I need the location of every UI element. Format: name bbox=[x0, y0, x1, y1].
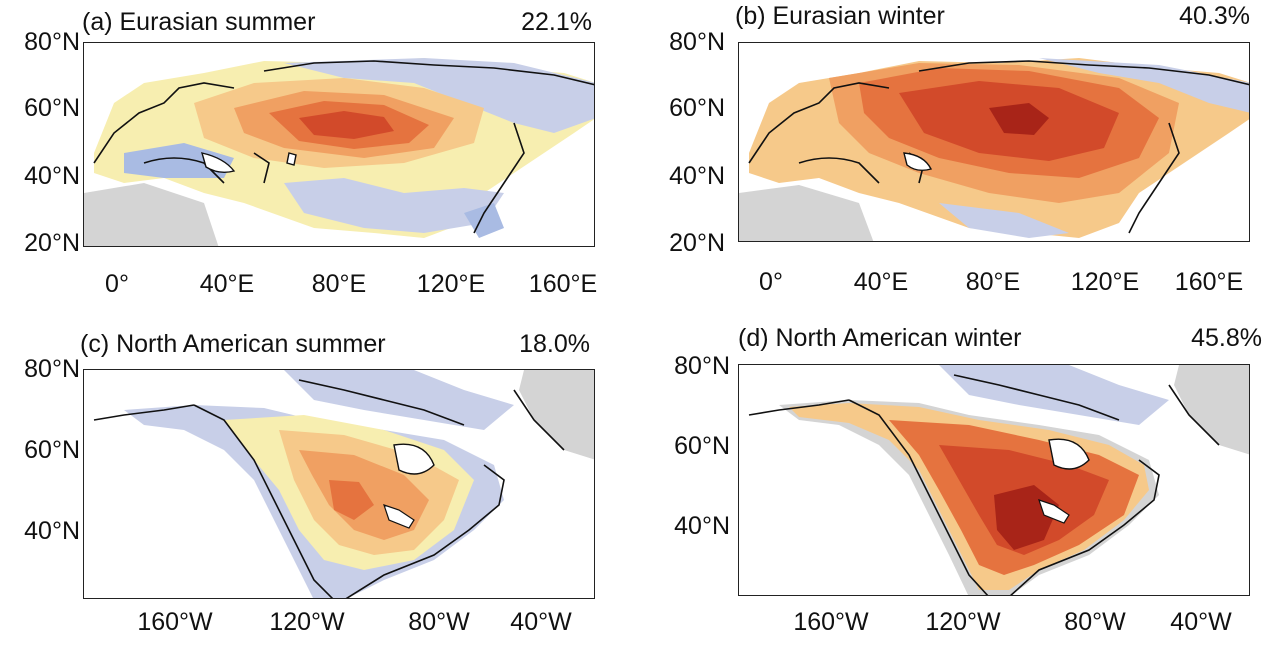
panel-b-ylabel-60n: 60°N bbox=[669, 94, 725, 122]
panel-d-coastlines bbox=[748, 374, 1220, 595]
panel-c-ylabel-60n: 60°N bbox=[24, 436, 80, 464]
panel-d-xlabel-80w: 80°W bbox=[1064, 608, 1126, 636]
panel-a-map bbox=[83, 42, 595, 247]
panel-d-ylabel-40n: 40°N bbox=[674, 512, 730, 540]
panel-c-hudson-bay bbox=[393, 443, 435, 475]
panel-d-hudson-bay bbox=[1048, 438, 1090, 470]
panel-a-ylabel-40n: 40°N bbox=[24, 162, 80, 190]
panel-c-map-svg bbox=[93, 370, 594, 598]
panel-b-ylabel-40n: 40°N bbox=[669, 162, 725, 190]
panel-a-xlabel-120e: 120°E bbox=[416, 270, 486, 298]
panel-a-xlabel-80e: 80°E bbox=[311, 270, 367, 298]
panel-a-xlabel-0: 0° bbox=[105, 270, 129, 298]
panel-c-pos3 bbox=[329, 480, 374, 520]
panel-a-seas bbox=[201, 152, 297, 174]
panel-b-ylabel-80n: 80°N bbox=[669, 28, 725, 56]
panel-a-neg-south bbox=[284, 178, 504, 233]
panel-a-coastlines bbox=[93, 60, 594, 234]
panel-c-coastlines bbox=[93, 379, 565, 598]
panel-a-neg-north bbox=[284, 58, 594, 133]
panel-a-pos4 bbox=[299, 111, 394, 139]
panel-a-neg-se bbox=[464, 203, 504, 238]
panel-c-title: (c) North American summer bbox=[80, 330, 386, 358]
panel-b-xlabel-80e: 80°E bbox=[965, 268, 1021, 296]
panel-a-neg-europe bbox=[124, 143, 234, 178]
panel-b-pos5 bbox=[989, 103, 1049, 135]
panel-c-map bbox=[83, 369, 595, 599]
panel-c-xlabel-40w: 40°W bbox=[510, 608, 572, 636]
panel-d-gray-greenland bbox=[1174, 365, 1249, 455]
panel-d-ylabel-80n: 80°N bbox=[674, 352, 730, 380]
panel-d-xlabel-160w: 160°W bbox=[793, 608, 869, 636]
panel-d-great-lakes bbox=[1038, 499, 1070, 524]
panel-b-xlabel-120e: 120°E bbox=[1070, 268, 1140, 296]
panel-c-arctic-neg bbox=[284, 370, 514, 430]
panel-d-map-svg bbox=[748, 365, 1249, 595]
panel-a-map-svg bbox=[84, 58, 594, 246]
panel-a-title: (a) Eurasian summer bbox=[82, 8, 316, 36]
panel-b-seas bbox=[903, 152, 933, 172]
panel-c-gray-greenland bbox=[519, 370, 594, 460]
panel-c-ylabel-40n: 40°N bbox=[24, 517, 80, 545]
panel-b-gray-africa bbox=[739, 185, 874, 241]
panel-a-gray-africa bbox=[84, 183, 219, 246]
panel-d-xlabel-40w: 40°W bbox=[1170, 608, 1232, 636]
panel-a-ylabel-80n: 80°N bbox=[24, 28, 80, 56]
panel-d-percent: 45.8% bbox=[1191, 324, 1262, 352]
panel-b-xlabel-0: 0° bbox=[759, 268, 783, 296]
panel-c-percent: 18.0% bbox=[519, 330, 590, 358]
panel-b-map-svg bbox=[739, 58, 1249, 241]
panel-a-percent: 22.1% bbox=[521, 8, 592, 36]
panel-d-title: (d) North American winter bbox=[738, 324, 1022, 352]
panel-d-xlabel-120w: 120°W bbox=[925, 608, 1001, 636]
panel-a-ylabel-20n: 20°N bbox=[24, 229, 80, 257]
panel-c-xlabel-160w: 160°W bbox=[137, 608, 213, 636]
panel-b-title: (b) Eurasian winter bbox=[735, 2, 945, 30]
panel-b-xlabel-160e: 160°E bbox=[1174, 268, 1244, 296]
panel-c-xlabel-80w: 80°W bbox=[408, 608, 470, 636]
panel-a-ylabel-60n: 60°N bbox=[24, 94, 80, 122]
panel-d-ylabel-60n: 60°N bbox=[674, 432, 730, 460]
panel-b-coastlines bbox=[748, 60, 1249, 234]
panel-c-great-lakes bbox=[383, 504, 415, 529]
panel-d-map bbox=[738, 364, 1250, 596]
panel-b-percent: 40.3% bbox=[1179, 2, 1250, 30]
panel-a-xlabel-160e: 160°E bbox=[528, 270, 598, 298]
panel-b-ylabel-20n: 20°N bbox=[669, 229, 725, 257]
panel-c-ylabel-80n: 80°N bbox=[24, 355, 80, 383]
panel-c-xlabel-120w: 120°W bbox=[269, 608, 345, 636]
panel-a-xlabel-40e: 40°E bbox=[199, 270, 255, 298]
panel-b-map bbox=[738, 42, 1250, 242]
panel-b-neg-south bbox=[939, 203, 1069, 238]
panel-d-arctic-neg bbox=[939, 365, 1169, 425]
panel-b-xlabel-40e: 40°E bbox=[853, 268, 909, 296]
panel-b-neg-ne bbox=[1039, 58, 1249, 113]
